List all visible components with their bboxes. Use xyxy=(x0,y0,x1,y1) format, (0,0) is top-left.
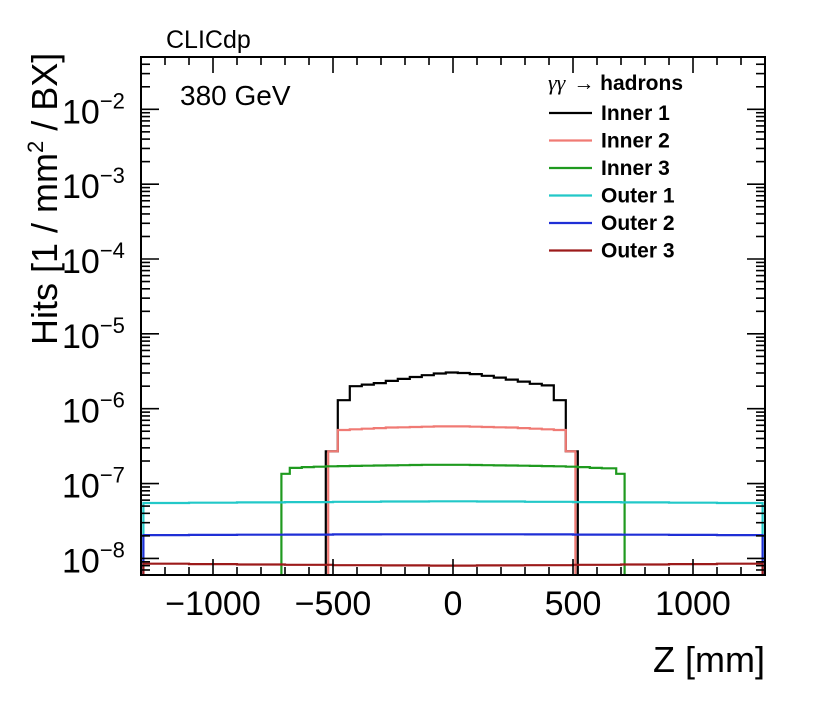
legend-label: Outer 1 xyxy=(601,185,675,208)
series-line-outer-1 xyxy=(142,500,764,575)
legend: γγ → hadrons Inner 1 Inner 2 Inner 3 Outer 1… xyxy=(548,70,683,263)
y-tick-label-exponent: −6 xyxy=(100,388,125,413)
series-line-outer-2 xyxy=(142,533,764,575)
x-tick-label: −500 xyxy=(295,585,372,623)
y-axis-title-sup: 2 xyxy=(23,141,48,153)
y-tick-label: 10−2 xyxy=(62,88,125,131)
y-tick-label: 10−8 xyxy=(62,537,125,580)
y-tick-label-base: 10 xyxy=(62,243,100,281)
series-line-inner-1 xyxy=(324,371,579,575)
y-tick-label-base: 10 xyxy=(62,393,100,431)
y-axis-title-tail: / BX] xyxy=(24,53,65,141)
y-tick-label-exponent: −8 xyxy=(100,537,125,562)
y-tick-labels: 10−810−710−610−510−410−310−2 xyxy=(62,88,125,580)
legend-label: Outer 2 xyxy=(601,212,675,235)
x-axis-title: Z [mm] xyxy=(653,639,765,680)
y-tick-label-exponent: −7 xyxy=(100,463,125,488)
y-tick-label-exponent: −5 xyxy=(100,313,125,338)
x-tick-label: −1000 xyxy=(165,585,261,623)
y-tick-label: 10−4 xyxy=(62,238,125,281)
y-axis-title-main: Hits [1 / mm xyxy=(24,153,65,345)
legend-label: Inner 3 xyxy=(601,157,670,180)
y-tick-label: 10−6 xyxy=(62,388,125,431)
x-tick-label: 0 xyxy=(444,585,463,623)
y-tick-label-base: 10 xyxy=(62,542,100,580)
y-tick-label-base: 10 xyxy=(62,318,100,356)
y-tick-label-exponent: −3 xyxy=(100,163,125,188)
y-tick-label-base: 10 xyxy=(62,168,100,206)
series-line-inner-2 xyxy=(327,425,577,575)
y-tick-label-exponent: −2 xyxy=(100,88,125,113)
x-tick-labels: −1000 −500 0 500 1000 xyxy=(165,585,731,623)
x-tick-label: 1000 xyxy=(655,585,731,623)
y-tick-label: 10−5 xyxy=(62,313,125,356)
y-axis-title: Hits [1 / mm2 / BX] xyxy=(23,53,65,345)
energy-label: 380 GeV xyxy=(180,80,291,111)
legend-title-suffix: → hadrons xyxy=(573,72,683,95)
legend-label: Outer 3 xyxy=(601,240,675,263)
y-tick-label: 10−7 xyxy=(62,463,125,506)
experiment-label: CLICdp xyxy=(166,26,251,54)
legend-title: γγ → hadrons xyxy=(548,70,683,95)
tick-layer xyxy=(141,56,765,576)
y-tick-label: 10−3 xyxy=(62,163,125,206)
y-tick-label-exponent: −4 xyxy=(100,238,125,263)
y-tick-label-base: 10 xyxy=(62,468,100,506)
y-tick-label-base: 10 xyxy=(62,93,100,131)
legend-label: Inner 2 xyxy=(601,130,670,153)
legend-title-symbol: γγ xyxy=(548,70,567,95)
legend-entries: Inner 1 Inner 2 Inner 3 Outer 1 Outer 2 Outer… xyxy=(549,102,675,263)
legend-label: Inner 1 xyxy=(601,102,670,125)
series-line-inner-3 xyxy=(280,463,626,575)
x-tick-label: 500 xyxy=(545,585,602,623)
